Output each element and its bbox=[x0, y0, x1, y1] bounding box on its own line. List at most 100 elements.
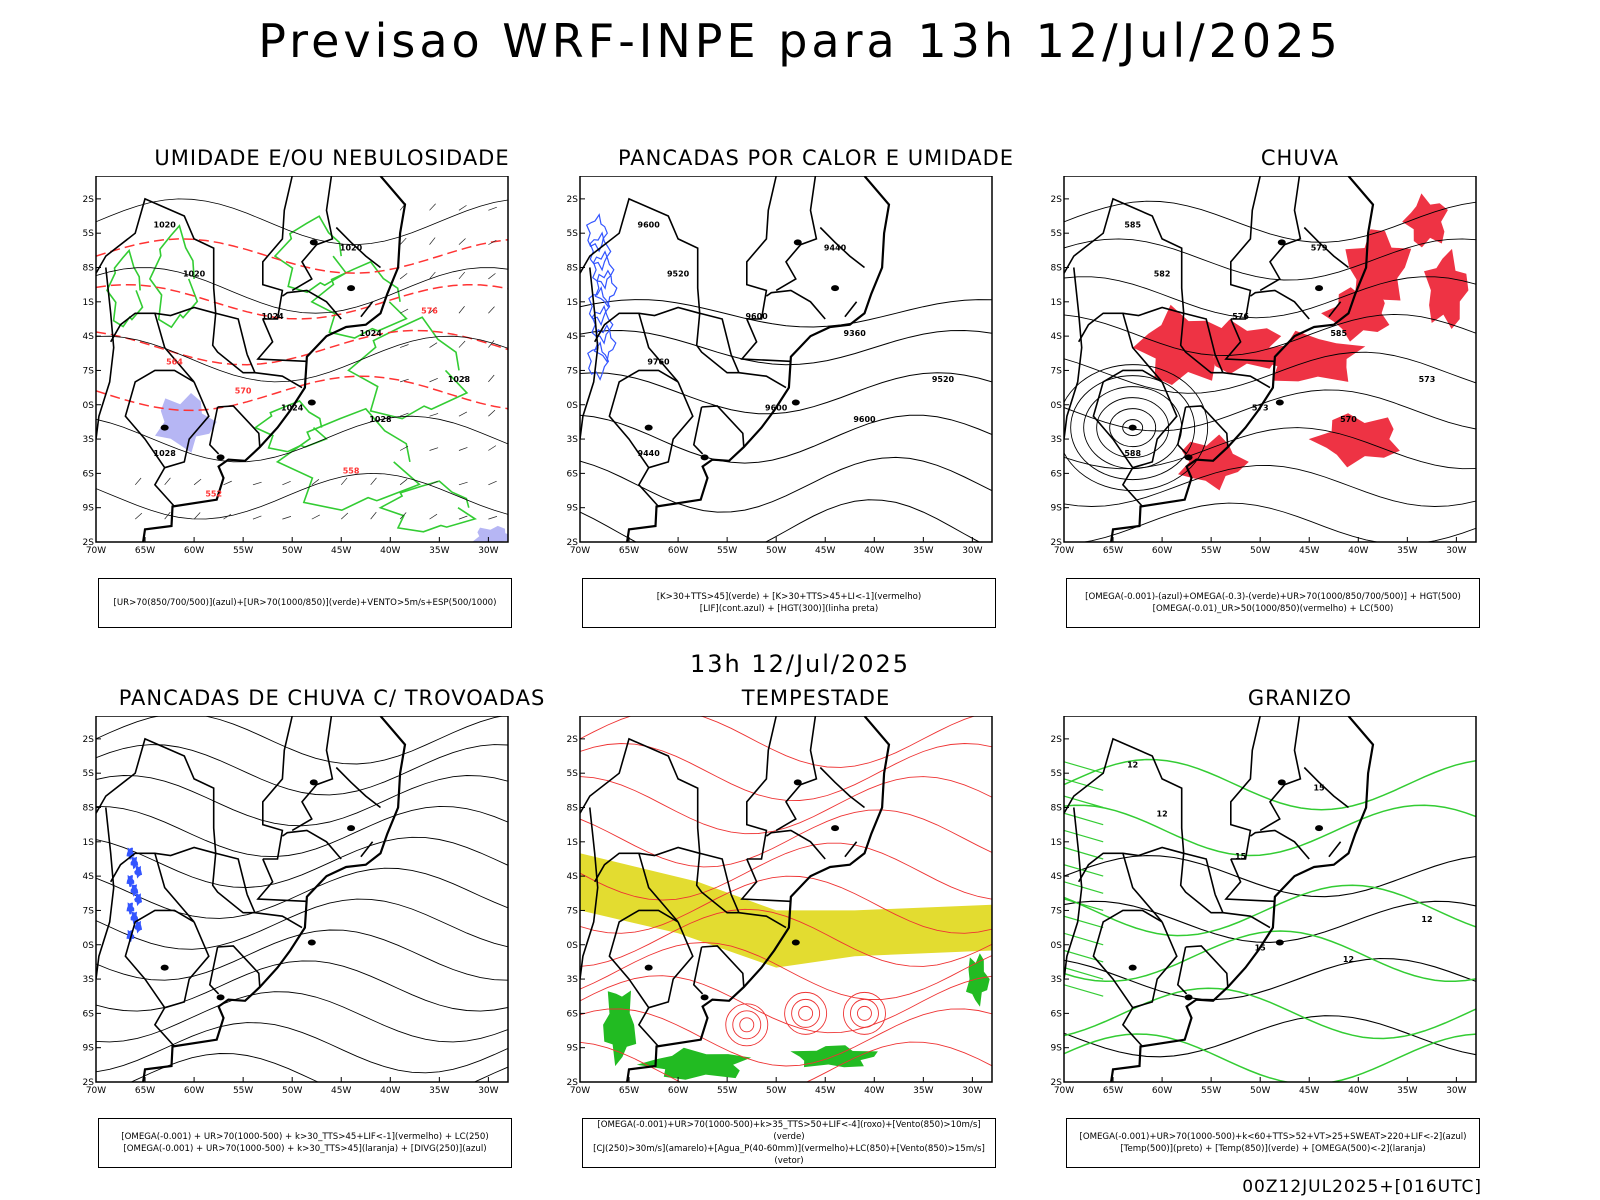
lake bbox=[1315, 825, 1324, 832]
streamline bbox=[96, 744, 508, 796]
humidity-green-contour bbox=[106, 248, 144, 328]
lat-tick-label: 21S bbox=[82, 298, 94, 308]
lon-tick-label: 50W bbox=[766, 546, 786, 556]
lake bbox=[1277, 779, 1286, 786]
lat-tick-label: 21S bbox=[82, 838, 94, 848]
lat-tick-label: 42S bbox=[566, 1078, 578, 1088]
lifted-blue-area bbox=[130, 911, 139, 925]
state-border bbox=[335, 226, 381, 269]
lon-tick-label: 35W bbox=[913, 546, 933, 556]
wind-vector bbox=[429, 342, 438, 348]
panel-title: PANCADAS DE CHUVA C/ TROVOADAS bbox=[118, 686, 546, 710]
lat-tick-label: 12S bbox=[566, 735, 578, 745]
height-300-contour bbox=[580, 329, 992, 366]
state-border bbox=[1092, 369, 1163, 508]
wind-vector bbox=[193, 512, 201, 520]
lake bbox=[644, 424, 653, 431]
streamline bbox=[1081, 502, 1476, 542]
lake bbox=[791, 939, 800, 946]
lat-tick-label: 15S bbox=[82, 229, 94, 239]
lat-tick-label: 21S bbox=[1050, 838, 1062, 848]
contour-label: 1020 bbox=[340, 243, 363, 252]
lon-tick-label: 35W bbox=[429, 546, 449, 556]
streamline-red bbox=[580, 743, 992, 801]
contour-label: 1024 bbox=[261, 312, 284, 321]
wind-vector bbox=[429, 377, 438, 383]
state-border bbox=[580, 197, 732, 355]
rain-red-area bbox=[1178, 434, 1249, 491]
contour-label: 12 bbox=[1343, 955, 1354, 964]
temp-850-contour bbox=[1064, 987, 1476, 1040]
wind-vector bbox=[399, 412, 409, 417]
legend-line: [OMEGA(-0.001)+UR>70(1000-500)+k<60+TTS>… bbox=[1079, 1132, 1467, 1142]
panel-title: TEMPESTADE bbox=[741, 686, 891, 710]
lon-tick-label: 65W bbox=[619, 1086, 639, 1096]
lake bbox=[793, 239, 802, 246]
height-300-contour bbox=[580, 414, 992, 464]
panel-umidade: UMIDADE E/OU NEBULOSIDADE 1020 1020 1020 10… bbox=[82, 146, 582, 628]
state-border bbox=[154, 853, 195, 923]
state-border bbox=[1122, 853, 1163, 923]
lake bbox=[216, 994, 225, 1001]
vortex-red bbox=[725, 1003, 769, 1047]
state-border bbox=[1222, 911, 1271, 929]
temp-850-contour bbox=[1064, 898, 1104, 911]
humidity-green-contour bbox=[148, 224, 199, 329]
lake bbox=[216, 454, 225, 461]
lat-tick-label: 33S bbox=[566, 435, 578, 445]
streamline bbox=[96, 929, 508, 981]
lake bbox=[309, 239, 318, 246]
lon-tick-label: 60W bbox=[184, 546, 204, 556]
panel-tempestade: TEMPESTADE 12S 15S 18S 21S 24S 27S 30S 33S 36S 39… bbox=[566, 686, 1066, 1168]
height-300-contour bbox=[580, 372, 992, 415]
lat-tick-label: 21S bbox=[566, 298, 578, 308]
vortex-red bbox=[850, 998, 879, 1028]
temp-850-contour bbox=[1064, 881, 1104, 894]
temp-850-contour bbox=[1064, 930, 1476, 983]
lake bbox=[831, 285, 840, 292]
panel-title: UMIDADE E/OU NEBULOSIDADE bbox=[154, 146, 510, 170]
lake bbox=[307, 939, 316, 946]
lat-tick-label: 12S bbox=[82, 195, 94, 205]
wind-vector bbox=[370, 511, 377, 520]
streamline bbox=[130, 1053, 508, 1082]
state-border bbox=[256, 318, 306, 363]
lon-tick-label: 55W bbox=[233, 1086, 253, 1096]
wind-vector bbox=[429, 237, 436, 245]
streamline bbox=[1064, 276, 1476, 319]
contour-label: 576 bbox=[421, 306, 438, 315]
state-border bbox=[360, 841, 374, 858]
rain-red-area bbox=[1321, 287, 1390, 342]
lon-tick-label: 60W bbox=[668, 1086, 688, 1096]
lifted-blue-contour bbox=[592, 250, 615, 290]
state-border bbox=[1224, 858, 1274, 903]
contour-label: 576 bbox=[1232, 312, 1249, 321]
legend-line: [CJ(250)>30m/s](amarelo)+[Agua_P(40-60mm… bbox=[593, 1144, 985, 1166]
lat-tick-label: 42S bbox=[566, 538, 578, 548]
map-content: 12 12 15 15 15 12 12 bbox=[1064, 716, 1476, 1082]
streamline-red bbox=[580, 809, 992, 868]
contour-label: 9520 bbox=[667, 270, 690, 279]
temp-850-contour bbox=[1064, 1033, 1476, 1082]
wind-vector bbox=[488, 206, 497, 211]
wind-vector bbox=[399, 344, 409, 348]
lat-tick-label: 18S bbox=[1050, 804, 1062, 814]
contour-label: 1028 bbox=[369, 415, 392, 424]
legend-line: [OMEGA(-0.01)_UR>50(1000/850)(vermelho) … bbox=[1152, 604, 1394, 614]
contour-label: 588 bbox=[1124, 449, 1141, 458]
temp-850-contour bbox=[1064, 967, 1104, 980]
lat-tick-label: 30S bbox=[82, 941, 94, 951]
lon-tick-label: 65W bbox=[135, 546, 155, 556]
state-border bbox=[96, 737, 248, 895]
lifted-blue-contour bbox=[594, 269, 618, 308]
contour-label: 9600 bbox=[745, 312, 768, 321]
state-border bbox=[96, 197, 248, 355]
lon-tick-label: 55W bbox=[717, 1086, 737, 1096]
state-border bbox=[1249, 289, 1310, 320]
state-border bbox=[124, 909, 195, 1048]
lon-tick-label: 55W bbox=[1201, 546, 1221, 556]
temp-500-contour bbox=[1064, 855, 1476, 898]
coastline bbox=[142, 716, 407, 1082]
map-umidade: 1020 1020 1020 1024 1024 1028 1028 1028 1024 564 5… bbox=[82, 176, 509, 556]
lat-tick-label: 21S bbox=[566, 838, 578, 848]
